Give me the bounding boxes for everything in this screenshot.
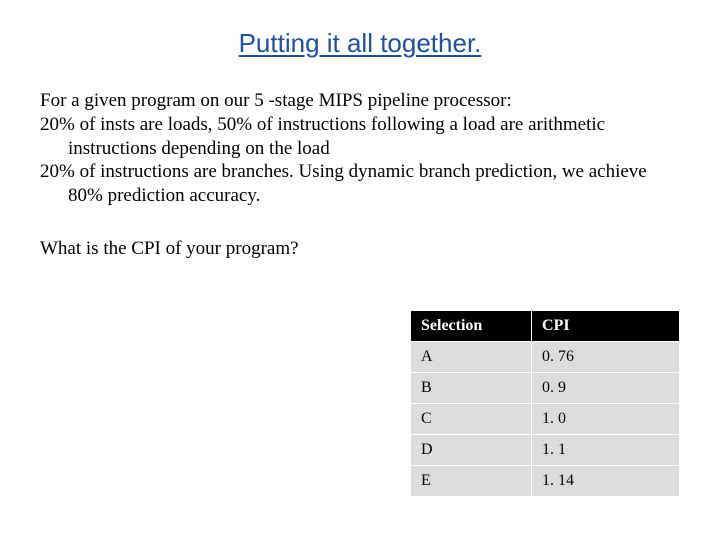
table-row: A 0. 76: [411, 342, 680, 373]
body-line-1: For a given program on our 5 -stage MIPS…: [40, 89, 680, 113]
cell-selection: A: [411, 342, 532, 373]
table-row: B 0. 9: [411, 373, 680, 404]
cell-cpi: 1. 14: [532, 466, 680, 497]
cpi-table-container: Selection CPI A 0. 76 B 0. 9 C 1. 0 D 1.…: [410, 310, 680, 497]
body-text: For a given program on our 5 -stage MIPS…: [40, 89, 680, 208]
body-line-2: 20% of insts are loads, 50% of instructi…: [40, 113, 680, 161]
cell-cpi: 1. 1: [532, 435, 680, 466]
cell-cpi: 1. 0: [532, 404, 680, 435]
cpi-table: Selection CPI A 0. 76 B 0. 9 C 1. 0 D 1.…: [410, 310, 680, 497]
cell-selection: C: [411, 404, 532, 435]
cell-cpi: 0. 76: [532, 342, 680, 373]
table-header-row: Selection CPI: [411, 311, 680, 342]
table-row: C 1. 0: [411, 404, 680, 435]
cell-selection: D: [411, 435, 532, 466]
body-line-3: 20% of instructions are branches. Using …: [40, 160, 680, 208]
header-cpi: CPI: [532, 311, 680, 342]
cell-cpi: 0. 9: [532, 373, 680, 404]
table-row: E 1. 14: [411, 466, 680, 497]
cell-selection: B: [411, 373, 532, 404]
question-text: What is the CPI of your program?: [40, 238, 680, 260]
cell-selection: E: [411, 466, 532, 497]
slide-title: Putting it all together.: [40, 28, 680, 59]
table-row: D 1. 1: [411, 435, 680, 466]
header-selection: Selection: [411, 311, 532, 342]
